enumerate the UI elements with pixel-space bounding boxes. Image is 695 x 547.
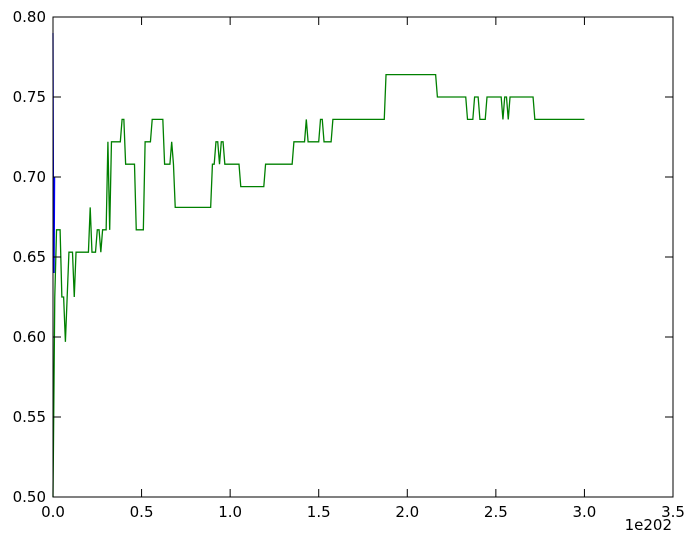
y-tick-label: 0.65 <box>13 248 46 266</box>
series-line-2 <box>52 73 585 498</box>
x-tick-label: 2.5 <box>484 503 508 521</box>
y-tick-label: 0.70 <box>13 168 46 186</box>
ticks-layer: 0.0 0.5 1.0 1.5 2.0 2.5 3.0 3.5 0.50 0.55 0.60 0.65… <box>13 8 685 521</box>
y-tick-label: 0.80 <box>13 8 46 26</box>
y-tick-label: 0.75 <box>13 88 46 106</box>
plot-frame <box>52 16 674 498</box>
x-tick-label: 1.0 <box>218 503 242 521</box>
y-tick-label: 0.55 <box>13 408 46 426</box>
x-tick-label: 3.5 <box>661 503 685 521</box>
y-tick-label: 0.50 <box>13 488 46 506</box>
x-tick-label: 3.0 <box>572 503 596 521</box>
x-tick-label: 2.0 <box>395 503 419 521</box>
x-offset-label: 1e202 <box>625 516 672 534</box>
x-tick-label: 0.0 <box>41 503 65 521</box>
y-tick-label: 0.60 <box>13 328 46 346</box>
x-tick-label: 1.5 <box>307 503 331 521</box>
x-tick-label: 0.5 <box>130 503 154 521</box>
